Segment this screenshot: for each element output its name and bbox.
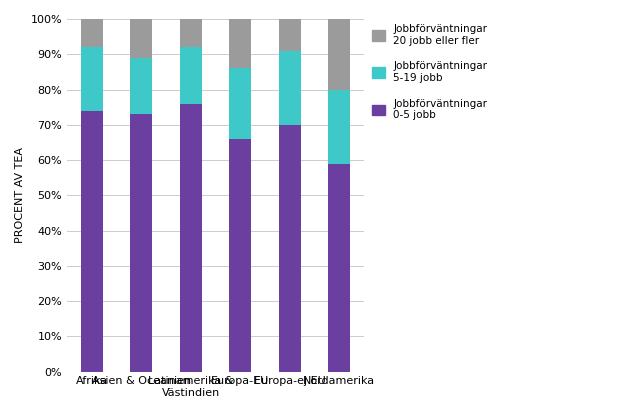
Bar	[229, 139, 251, 372]
Bar	[328, 164, 350, 372]
Bar	[81, 19, 103, 47]
Bar	[130, 19, 152, 58]
Bar	[229, 69, 251, 139]
Bar	[328, 90, 350, 164]
Bar	[130, 114, 152, 372]
Bar	[130, 58, 152, 114]
Bar	[180, 104, 202, 372]
Bar	[278, 51, 301, 125]
Bar	[229, 19, 251, 69]
Bar	[81, 111, 103, 372]
Legend: Jobbförväntningar
20 jobb eller fler, Jobbförväntningar
5-19 jobb, Jobbförväntni: Jobbförväntningar 20 jobb eller fler, Jo…	[372, 24, 487, 120]
Bar	[180, 47, 202, 104]
Bar	[328, 19, 350, 90]
Bar	[278, 19, 301, 51]
Y-axis label: PROCENT AV TEA: PROCENT AV TEA	[15, 147, 25, 243]
Bar	[81, 47, 103, 111]
Bar	[180, 19, 202, 47]
Bar	[278, 125, 301, 372]
